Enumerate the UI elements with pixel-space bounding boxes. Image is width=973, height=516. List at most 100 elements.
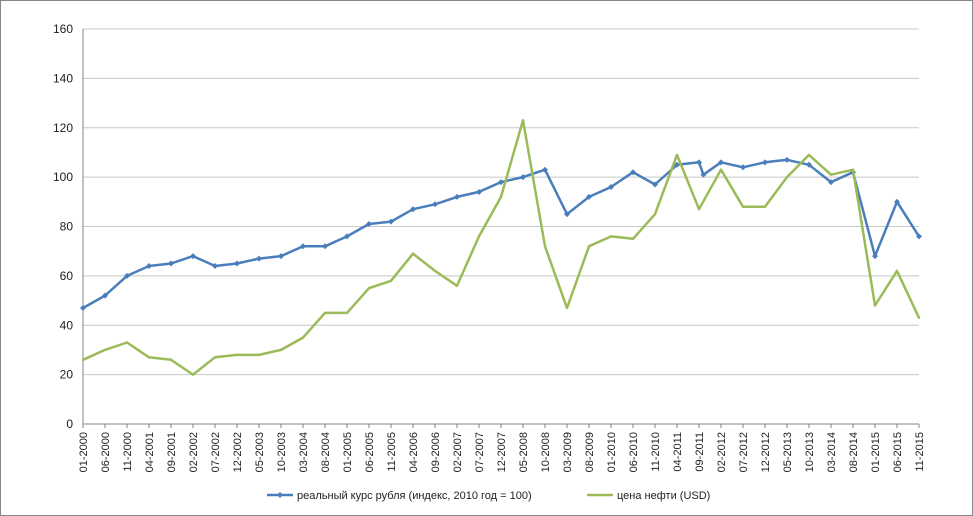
legend-label: цена нефти (USD) bbox=[617, 490, 710, 502]
x-tick-label: 12-2007 bbox=[496, 432, 508, 472]
data-point bbox=[652, 181, 658, 188]
x-tick-label: 02-2002 bbox=[188, 432, 200, 472]
x-tick-label: 02-2012 bbox=[716, 432, 728, 472]
data-point bbox=[872, 253, 878, 260]
x-tick-label: 03-2004 bbox=[298, 432, 310, 472]
data-point bbox=[719, 168, 723, 171]
y-tick-label: 140 bbox=[53, 71, 73, 85]
data-point bbox=[785, 175, 789, 179]
data-point bbox=[432, 201, 438, 208]
y-tick-labels: 0 20 40 60 80 100 120 140 160 bbox=[53, 22, 73, 431]
data-point bbox=[476, 188, 482, 195]
x-tick-label: 09-2011 bbox=[694, 432, 706, 472]
y-tick-label: 0 bbox=[66, 417, 73, 431]
data-point bbox=[301, 336, 305, 339]
y-tick-label: 60 bbox=[60, 269, 74, 283]
legend-marker bbox=[277, 492, 283, 498]
y-tick-label: 160 bbox=[53, 22, 73, 36]
x-tick-label: 04-2001 bbox=[144, 432, 156, 472]
data-point bbox=[763, 205, 767, 208]
data-point bbox=[322, 243, 328, 250]
data-point bbox=[256, 255, 262, 262]
x-tick-label: 01-2005 bbox=[342, 432, 354, 472]
x-tick-label: 10-2003 bbox=[276, 432, 288, 472]
data-point bbox=[477, 235, 481, 238]
data-point bbox=[323, 311, 327, 315]
data-point bbox=[762, 159, 768, 166]
data-point bbox=[454, 193, 460, 200]
data-point bbox=[80, 304, 86, 311]
x-tick-label: 02-2007 bbox=[452, 432, 464, 472]
data-point bbox=[587, 245, 591, 248]
x-tick-label: 05-2003 bbox=[254, 432, 266, 472]
y-tick-label: 120 bbox=[53, 121, 73, 135]
data-point bbox=[630, 169, 636, 176]
data-point bbox=[653, 212, 657, 216]
data-point bbox=[191, 373, 195, 376]
data-point bbox=[498, 179, 504, 186]
data-point bbox=[674, 161, 680, 168]
data-point bbox=[564, 211, 570, 218]
data-point bbox=[279, 348, 283, 352]
legend: реальный курс рубля (индекс, 2010 год = … bbox=[267, 490, 710, 502]
data-point bbox=[411, 252, 415, 255]
data-point bbox=[213, 356, 217, 359]
data-point bbox=[388, 218, 394, 225]
data-point bbox=[125, 341, 129, 344]
x-tick-label: 11-2015 bbox=[914, 432, 926, 472]
data-point bbox=[147, 356, 151, 359]
data-point bbox=[300, 243, 306, 250]
data-point bbox=[367, 287, 371, 290]
x-tick-label: 01-2015 bbox=[870, 432, 882, 472]
data-point bbox=[741, 205, 745, 208]
data-point bbox=[234, 260, 240, 267]
data-point bbox=[851, 168, 855, 171]
data-point bbox=[873, 304, 877, 307]
data-point bbox=[345, 311, 349, 315]
x-tick-label: 03-2009 bbox=[562, 432, 574, 472]
data-point bbox=[278, 253, 284, 260]
x-tick-label: 01-2000 bbox=[78, 432, 90, 472]
series-layer bbox=[80, 119, 922, 376]
data-point bbox=[608, 184, 614, 190]
y-tick-label: 80 bbox=[60, 220, 74, 234]
data-point bbox=[124, 272, 130, 279]
x-tick-label: 04-2006 bbox=[408, 432, 420, 472]
data-point bbox=[146, 263, 152, 269]
data-point bbox=[190, 253, 196, 260]
data-point bbox=[784, 156, 790, 163]
data-point bbox=[696, 159, 702, 166]
data-point bbox=[168, 260, 174, 267]
data-point bbox=[586, 193, 592, 200]
data-point bbox=[410, 206, 416, 213]
data-point bbox=[102, 292, 108, 299]
x-tick-label: 08-2009 bbox=[584, 432, 596, 472]
data-point bbox=[609, 235, 613, 238]
data-point bbox=[103, 348, 107, 352]
x-tick-label: 07-2012 bbox=[738, 432, 750, 472]
gridlines bbox=[83, 28, 919, 376]
x-tick-label: 06-2005 bbox=[364, 432, 376, 472]
x-tick-label: 11-2005 bbox=[386, 432, 398, 472]
x-tick-label: 12-2002 bbox=[232, 432, 244, 472]
x-tick-labels: 01-2000 06-2000 11-2000 04-2001 09-2001 02-20… bbox=[78, 432, 926, 472]
x-tick-label: 08-2014 bbox=[848, 432, 860, 472]
data-point bbox=[81, 358, 85, 362]
data-point bbox=[807, 153, 811, 157]
x-tick-label: 09-2006 bbox=[430, 432, 442, 472]
series-line-1 bbox=[82, 158, 921, 310]
data-point bbox=[916, 233, 922, 240]
x-tick-label: 10-2008 bbox=[540, 432, 552, 472]
y-tick-label: 20 bbox=[60, 368, 74, 382]
data-point bbox=[740, 164, 746, 171]
x-tick-label: 12-2012 bbox=[760, 432, 772, 472]
data-point bbox=[828, 179, 834, 186]
data-point bbox=[389, 279, 393, 283]
x-tick-label: 10-2013 bbox=[804, 432, 816, 472]
data-point bbox=[894, 198, 900, 205]
x-tick-label: 06-2000 bbox=[100, 432, 112, 472]
data-point bbox=[565, 306, 569, 310]
x-tick-label: 06-2015 bbox=[892, 432, 904, 472]
